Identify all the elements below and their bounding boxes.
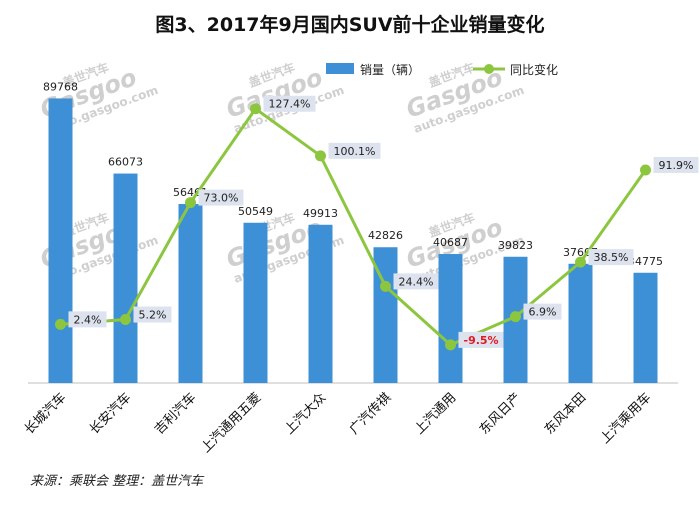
yoy-label-bg bbox=[588, 249, 634, 266]
bar bbox=[48, 98, 73, 384]
yoy-label-bg bbox=[523, 303, 562, 320]
bar-value-label: 34775 bbox=[628, 255, 663, 268]
bar bbox=[633, 272, 658, 383]
x-tick-labels: 长城汽车 长安汽车 吉利汽车 上汽通用五菱 上汽大众 广汽传祺 上汽通用 东风日产 东风本田 上汽… bbox=[21, 390, 654, 456]
bar-series bbox=[48, 98, 658, 384]
bar bbox=[243, 222, 268, 383]
bar-value-label: 89768 bbox=[43, 80, 78, 93]
x-tick-label: 上汽大众 bbox=[282, 390, 329, 437]
yoy-label: -9.5% bbox=[464, 334, 499, 347]
x-tick-label: 上汽通用五菱 bbox=[199, 390, 265, 456]
bar-value-label: 66073 bbox=[108, 156, 143, 169]
x-tick-label: 长安汽车 bbox=[86, 390, 134, 438]
yoy-change-labels: 2.4% 5.2% 73.0% 127.4% 100.1% 24.4% -9.5% 6.9% 3… bbox=[68, 95, 699, 348]
yoy-label-bg bbox=[653, 156, 699, 173]
x-tick-label: 东风本田 bbox=[542, 390, 589, 437]
legend-bar-label: 销量（辆） bbox=[360, 63, 420, 77]
source-note: 来源：乘联会 整理：盖世汽车 bbox=[30, 474, 204, 489]
yoy-point bbox=[445, 339, 456, 351]
yoy-label-bg bbox=[393, 273, 439, 290]
yoy-change-line bbox=[60, 106, 647, 347]
yoy-change-points bbox=[55, 103, 651, 351]
yoy-label-bg bbox=[328, 142, 381, 159]
legend-bar-swatch bbox=[326, 63, 354, 74]
yoy-point bbox=[120, 314, 131, 326]
yoy-label: 24.4% bbox=[399, 275, 434, 288]
bar bbox=[438, 254, 463, 383]
bar-value-label: 49913 bbox=[303, 207, 338, 220]
yoy-label: 6.9% bbox=[529, 306, 557, 319]
yoy-label: 127.4% bbox=[269, 98, 311, 111]
bar bbox=[568, 263, 593, 383]
chart-title: 图3、2017年9月国内SUV前十企业销量变化 bbox=[155, 14, 545, 36]
bar bbox=[308, 224, 333, 383]
yoy-point bbox=[575, 256, 586, 268]
yoy-label: 100.1% bbox=[334, 145, 376, 158]
yoy-label: 38.5% bbox=[594, 251, 629, 264]
yoy-point bbox=[55, 318, 66, 330]
bar-value-label: 50549 bbox=[238, 205, 273, 218]
bar bbox=[113, 173, 138, 383]
yoy-label: 73.0% bbox=[204, 192, 239, 205]
x-tick-label: 长城汽车 bbox=[21, 390, 69, 438]
yoy-label: 2.4% bbox=[74, 313, 102, 326]
yoy-point bbox=[250, 103, 261, 115]
yoy-label: 5.2% bbox=[139, 309, 167, 322]
legend-line-label: 同比变化 bbox=[510, 62, 558, 77]
legend: 销量（辆） 同比变化 bbox=[326, 62, 558, 77]
x-tick-label: 上汽乘用车 bbox=[597, 390, 654, 447]
yoy-point bbox=[185, 197, 196, 209]
bar-value-label: 40687 bbox=[433, 236, 468, 249]
x-tick-label: 广汽传祺 bbox=[347, 390, 394, 437]
yoy-point bbox=[640, 164, 651, 176]
bar-value-label: 39823 bbox=[498, 239, 533, 252]
yoy-label-bg bbox=[263, 95, 316, 112]
bar-value-label: 42826 bbox=[368, 229, 403, 242]
legend-line-marker bbox=[484, 64, 494, 74]
yoy-point bbox=[510, 311, 521, 323]
x-tick-label: 上汽通用 bbox=[412, 390, 459, 437]
yoy-point bbox=[380, 280, 391, 292]
yoy-point bbox=[315, 150, 326, 162]
yoy-label-bg bbox=[458, 331, 504, 348]
yoy-label-bg bbox=[133, 306, 172, 323]
x-tick-label: 吉利汽车 bbox=[151, 390, 199, 438]
yoy-label-bg bbox=[68, 311, 107, 328]
yoy-label-bg bbox=[198, 189, 244, 206]
yoy-label: 91.9% bbox=[659, 159, 694, 172]
bar bbox=[178, 204, 203, 383]
x-tick-label: 东风日产 bbox=[477, 390, 524, 437]
